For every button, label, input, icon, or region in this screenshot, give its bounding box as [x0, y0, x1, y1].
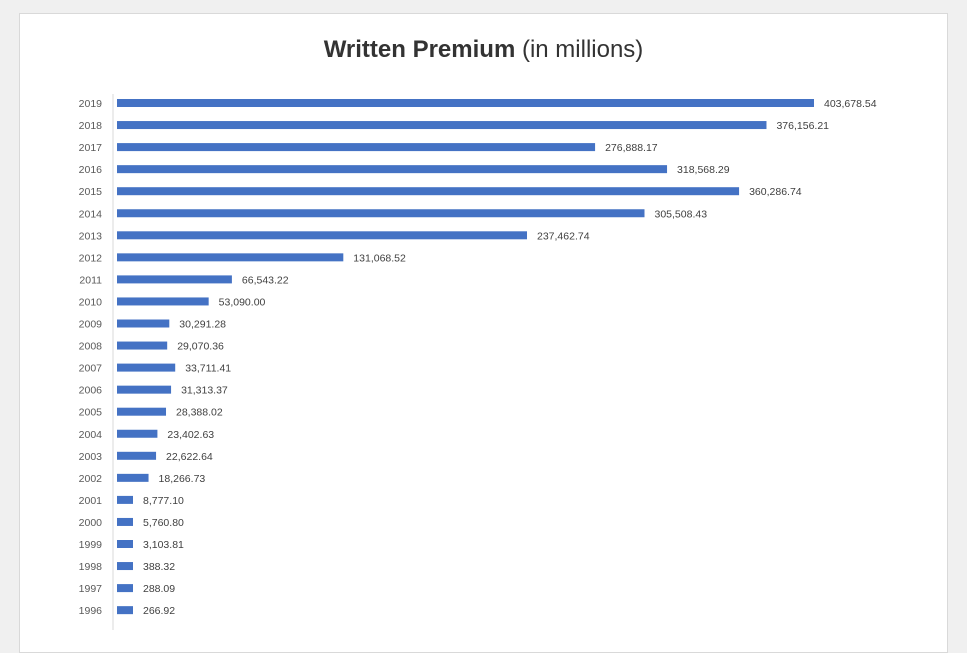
data-label: 376,156.21 [776, 120, 829, 132]
data-label: 33,711.41 [185, 363, 231, 375]
bar [117, 451, 157, 460]
data-label: 22,622.64 [166, 451, 213, 463]
bar [117, 473, 149, 482]
y-tick-label: 2012 [79, 252, 103, 264]
bar [117, 363, 176, 372]
data-label: 8,777.10 [143, 495, 184, 507]
bar [117, 341, 168, 350]
chart-title-main: Written Premium [323, 36, 516, 63]
bar [117, 99, 814, 107]
y-tick-label: 1997 [79, 583, 103, 595]
bar [117, 275, 232, 284]
y-tick-label: 2011 [79, 274, 102, 286]
bar [117, 319, 170, 328]
bar [117, 606, 133, 615]
y-tick-label: 2007 [79, 363, 103, 375]
y-tick-label: 2003 [79, 451, 103, 463]
data-label: 276,888.17 [605, 142, 658, 154]
bar [117, 584, 133, 593]
bar [117, 253, 344, 262]
data-label: 388.32 [143, 561, 175, 573]
y-tick-label: 2019 [79, 98, 103, 110]
bar [117, 429, 158, 438]
bar [117, 495, 133, 504]
bar [117, 562, 133, 571]
y-tick-label: 2014 [79, 208, 103, 220]
chart-title: Written Premium (in millions) [0, 36, 967, 64]
y-tick-label: 2016 [79, 164, 103, 176]
bar [117, 165, 668, 174]
bar [117, 143, 596, 152]
data-label: 131,068.52 [353, 252, 406, 264]
data-label: 266.92 [143, 605, 175, 617]
bar [117, 209, 645, 218]
y-tick-label: 1996 [79, 605, 103, 617]
bar [117, 540, 133, 548]
bar [117, 407, 167, 416]
data-label: 318,568.29 [677, 164, 730, 176]
bar [117, 231, 528, 240]
data-label: 28,388.02 [176, 407, 223, 419]
data-label: 305,508.43 [654, 208, 707, 220]
data-label: 237,462.74 [537, 230, 590, 242]
y-tick-label: 2006 [79, 385, 103, 397]
bar [117, 385, 172, 394]
data-label: 360,286.74 [749, 186, 802, 198]
chart-card [19, 13, 948, 653]
y-tick-label: 2004 [79, 429, 103, 441]
y-tick-label: 2001 [79, 495, 103, 507]
y-tick-label: 2009 [79, 319, 103, 331]
bar [117, 297, 209, 306]
data-label: 288.09 [143, 583, 175, 595]
data-label: 30,291.28 [179, 319, 226, 331]
y-tick-label: 2015 [79, 186, 103, 198]
data-label: 3,103.81 [143, 539, 184, 551]
y-tick-label: 2017 [79, 142, 103, 154]
chart-title-units: (in millions) [521, 36, 644, 63]
y-tick-label: 2008 [79, 341, 103, 353]
y-tick-label: 2005 [79, 407, 103, 419]
y-tick-label: 2002 [79, 473, 103, 485]
bar [117, 187, 740, 196]
data-label: 5,760.80 [143, 517, 184, 529]
data-label: 66,543.22 [242, 274, 289, 286]
data-label: 53,090.00 [219, 296, 266, 308]
y-tick-label: 2010 [79, 296, 103, 308]
y-tick-label: 2000 [79, 517, 103, 529]
y-tick-label: 2013 [79, 230, 103, 242]
data-label: 29,070.36 [177, 341, 224, 353]
data-label: 23,402.63 [167, 429, 214, 441]
bar-chart: 2019 403,678.54 2018 376,156.21 2017 276,888.… [79, 94, 877, 630]
y-tick-label: 1998 [79, 561, 103, 573]
bar [117, 121, 767, 130]
bar [117, 517, 133, 526]
y-tick-label: 1999 [79, 539, 103, 551]
data-label: 31,313.37 [181, 385, 228, 397]
y-tick-label: 2018 [79, 120, 103, 132]
data-label: 403,678.54 [824, 98, 877, 110]
data-label: 18,266.73 [159, 473, 206, 485]
